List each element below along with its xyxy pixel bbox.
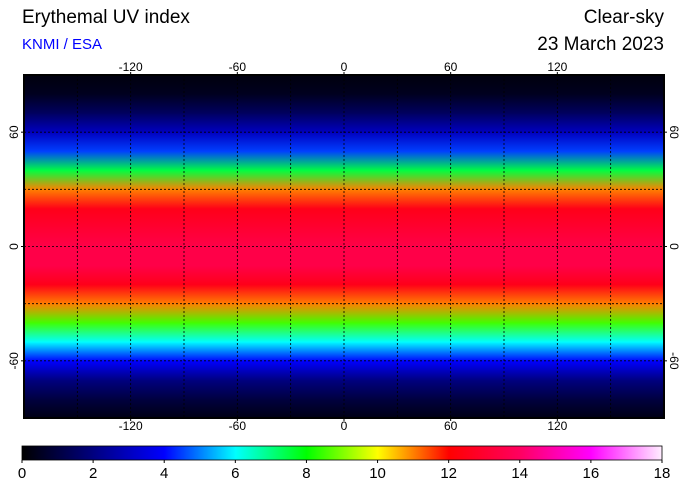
y-tick-label: -60 xyxy=(667,352,681,370)
colorbar-tick-label: 8 xyxy=(302,465,310,482)
uv-band xyxy=(24,132,664,152)
x-tick-label: 0 xyxy=(341,60,348,74)
colorbar-tick-label: 6 xyxy=(231,465,239,482)
y-tick-label: 60 xyxy=(7,125,21,139)
date: 23 March 2023 xyxy=(537,34,664,55)
colorbar-segment xyxy=(235,446,307,460)
colorbar-tick-label: 0 xyxy=(18,465,26,482)
y-tick-label: 60 xyxy=(667,125,681,139)
x-tick-label: 0 xyxy=(341,419,348,433)
colorbar-tick-label: 18 xyxy=(654,465,671,482)
colorbar-tick-label: 16 xyxy=(583,465,600,482)
colorbar-tick-label: 12 xyxy=(440,465,457,482)
x-tick-label: 120 xyxy=(547,60,567,74)
colorbar-tick-label: 10 xyxy=(369,465,386,482)
colorbar-segment xyxy=(590,446,663,460)
x-tick-label: 60 xyxy=(444,60,458,74)
x-tick-label: 120 xyxy=(547,419,567,433)
colorbar-tick-label: 2 xyxy=(89,465,97,482)
colorbar-frame xyxy=(21,445,663,461)
colorbar-tick-label: 14 xyxy=(511,465,528,482)
colorbar-segment xyxy=(93,446,165,460)
colorbar-segment xyxy=(306,446,379,460)
colorbar-segment xyxy=(164,446,236,460)
x-tick-label: -60 xyxy=(229,60,247,74)
x-tick-label: -120 xyxy=(119,419,143,433)
y-tick-label: 0 xyxy=(667,243,681,250)
colorbar-segment xyxy=(448,446,521,460)
y-tick-label: 0 xyxy=(7,243,21,250)
x-tick-label: -60 xyxy=(229,419,247,433)
colorbar-segment xyxy=(377,446,450,460)
colorbar-segment xyxy=(22,446,94,460)
colorbar-segment xyxy=(519,446,592,460)
source: KNMI / ESA xyxy=(22,36,102,53)
colorbar-tick-label: 4 xyxy=(160,465,168,482)
y-tick-label: -60 xyxy=(7,352,21,370)
x-tick-label: -120 xyxy=(119,60,143,74)
x-tick-label: 60 xyxy=(444,419,458,433)
title: Erythemal UV index xyxy=(22,7,190,28)
condition: Clear-sky xyxy=(584,7,665,28)
